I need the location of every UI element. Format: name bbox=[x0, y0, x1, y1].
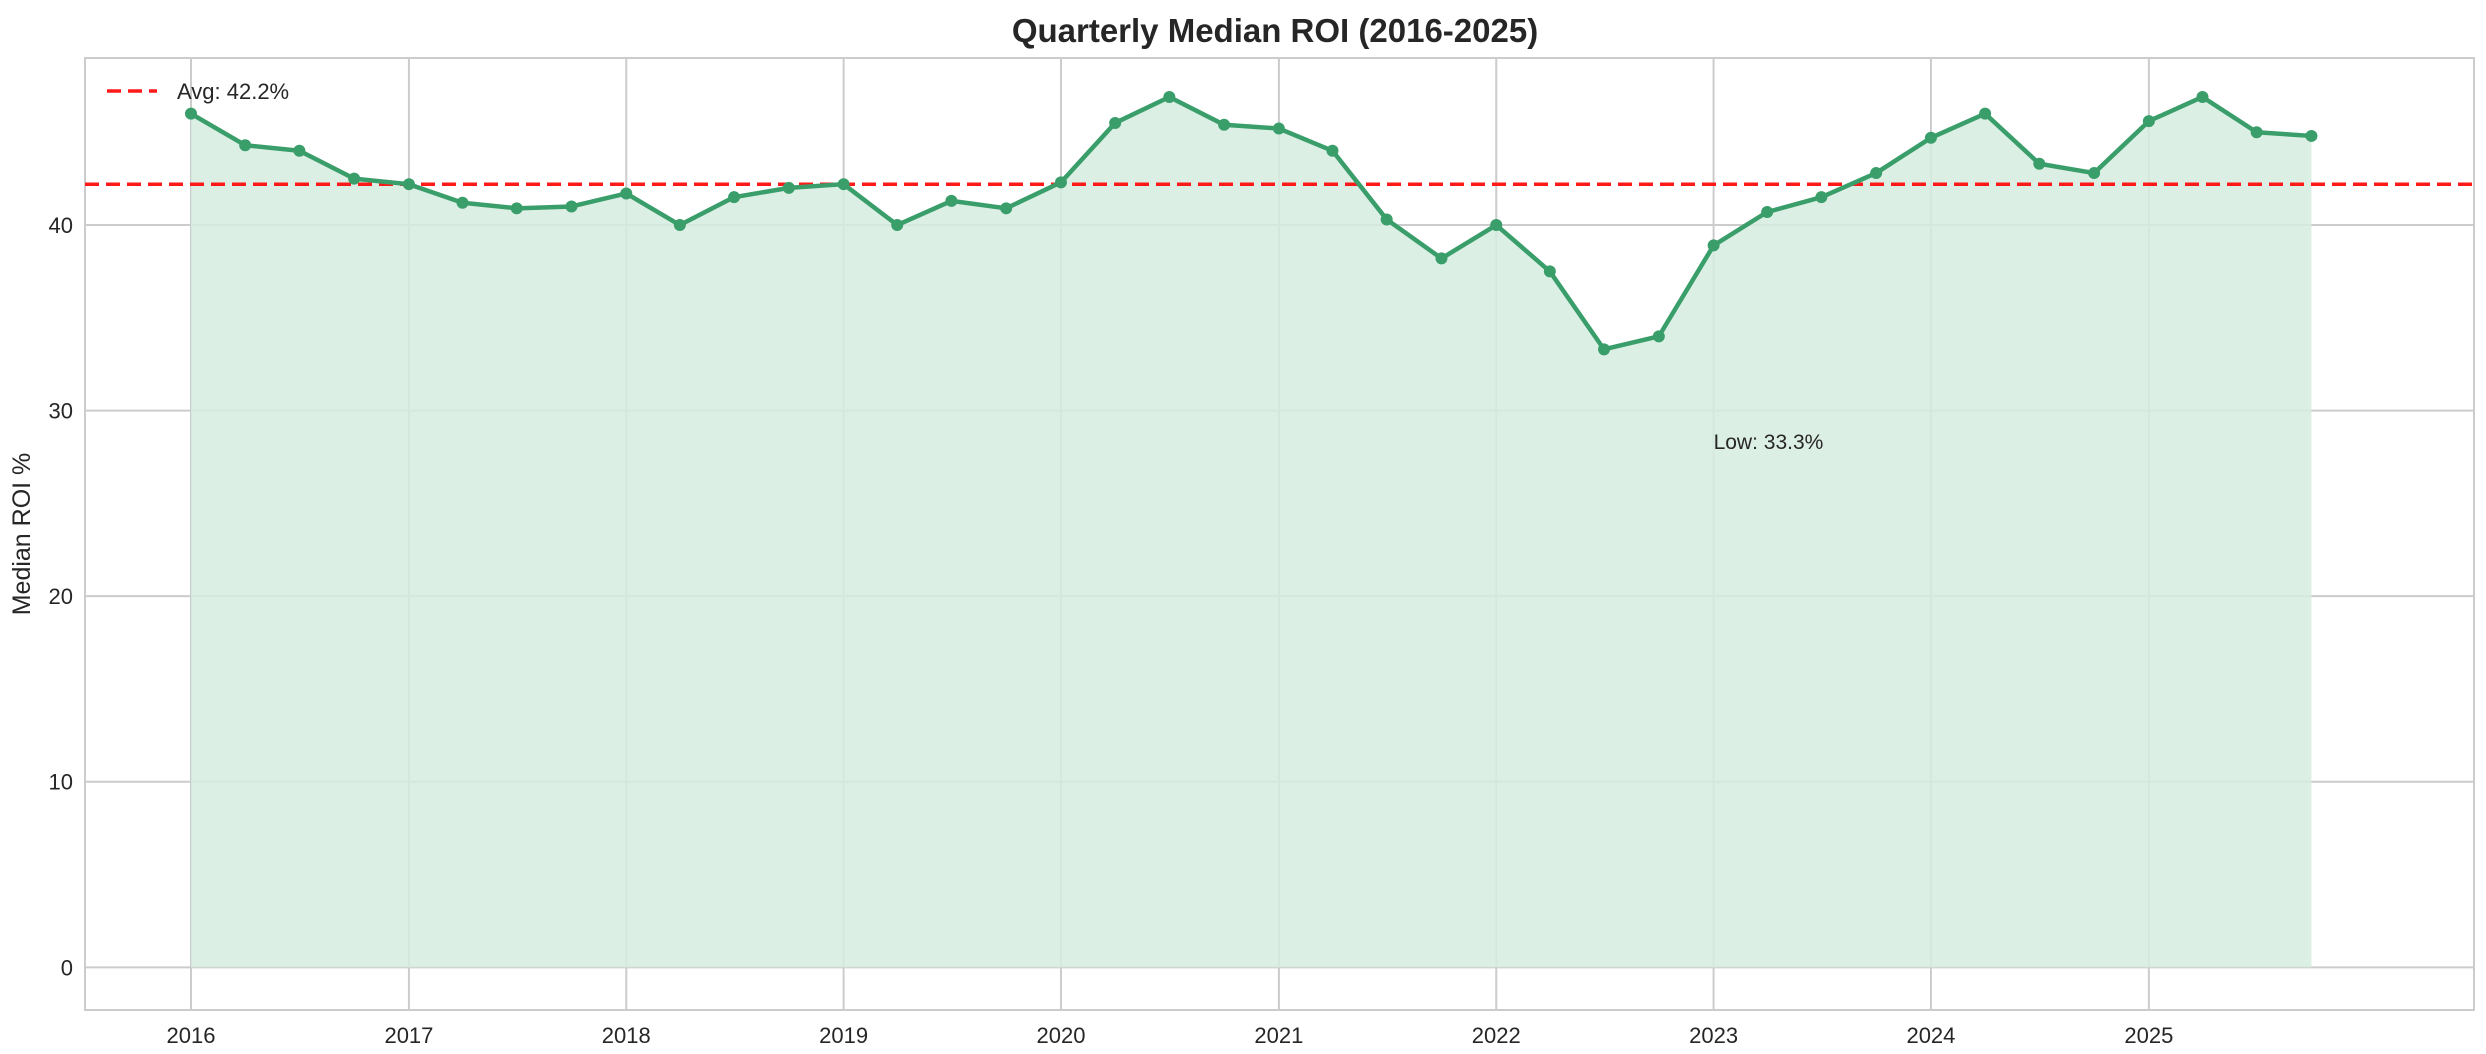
data-point bbox=[1272, 122, 1285, 135]
data-point bbox=[510, 202, 523, 215]
data-point bbox=[1380, 213, 1393, 226]
x-tick-label: 2020 bbox=[1036, 1023, 1085, 1048]
series-area-fill bbox=[190, 96, 2312, 968]
x-tick-label: 2016 bbox=[167, 1023, 216, 1048]
data-point bbox=[673, 219, 686, 232]
x-tick-label: 2023 bbox=[1689, 1023, 1738, 1048]
data-point bbox=[1707, 239, 1720, 252]
data-point bbox=[348, 172, 361, 185]
data-point bbox=[1652, 330, 1665, 343]
legend-label-avg: Avg: 42.2% bbox=[177, 79, 289, 104]
low-annotation: Low: 33.3% bbox=[1714, 431, 1824, 454]
x-tick-label: 2025 bbox=[2124, 1023, 2173, 1048]
data-point bbox=[1979, 107, 1992, 120]
data-point bbox=[1054, 176, 1067, 189]
chart-title: Quarterly Median ROI (2016-2025) bbox=[1012, 12, 1538, 49]
data-point bbox=[1490, 219, 1503, 232]
data-point bbox=[2196, 90, 2209, 103]
data-point bbox=[2142, 115, 2155, 128]
x-tick-label: 2021 bbox=[1254, 1023, 1303, 1048]
data-point bbox=[1924, 131, 1937, 144]
x-tick-label: 2022 bbox=[1472, 1023, 1521, 1048]
data-point bbox=[402, 178, 415, 191]
data-point bbox=[2250, 126, 2263, 139]
data-point bbox=[945, 194, 958, 207]
series-points bbox=[184, 90, 2318, 356]
data-point bbox=[782, 181, 795, 194]
data-point bbox=[1000, 202, 1013, 215]
y-axis-label: Median ROI % bbox=[8, 453, 36, 616]
x-tick-label: 2019 bbox=[819, 1023, 868, 1048]
data-point bbox=[1326, 144, 1339, 157]
data-point bbox=[456, 196, 469, 209]
y-tick-labels: 0 10 20 30 40 bbox=[49, 213, 73, 980]
series-line bbox=[189, 94, 2312, 352]
data-point bbox=[1109, 116, 1122, 129]
x-tick-label: 2024 bbox=[1906, 1023, 1955, 1048]
data-point bbox=[293, 144, 306, 157]
data-point bbox=[2305, 129, 2318, 142]
data-point bbox=[1163, 90, 1176, 103]
data-point bbox=[1761, 206, 1774, 219]
data-point bbox=[1435, 252, 1448, 265]
data-point bbox=[1543, 265, 1556, 278]
x-tick-label: 2018 bbox=[602, 1023, 651, 1048]
data-point bbox=[2033, 157, 2046, 170]
data-point bbox=[1218, 118, 1231, 131]
data-point bbox=[620, 187, 633, 200]
data-point bbox=[1870, 167, 1883, 180]
y-tick-label: 0 bbox=[61, 955, 73, 980]
data-point bbox=[565, 200, 578, 213]
data-point bbox=[2088, 167, 2101, 180]
y-tick-label: 40 bbox=[49, 213, 73, 238]
y-tick-label: 20 bbox=[49, 584, 73, 609]
x-tick-labels: 2016 2017 2018 2019 2020 2021 2022 2023 2024 2025 bbox=[167, 1023, 2174, 1048]
x-tick-label: 2017 bbox=[384, 1023, 433, 1048]
data-point bbox=[1815, 191, 1828, 204]
y-tick-label: 30 bbox=[49, 399, 73, 424]
data-point bbox=[837, 178, 850, 191]
data-point bbox=[184, 107, 197, 120]
data-point bbox=[891, 219, 904, 232]
data-point bbox=[728, 191, 741, 204]
data-point bbox=[239, 139, 252, 152]
plot-frame bbox=[84, 57, 2475, 1011]
y-tick-label: 10 bbox=[49, 770, 73, 795]
legend: Avg: 42.2% bbox=[107, 79, 289, 104]
data-point bbox=[1598, 343, 1611, 356]
